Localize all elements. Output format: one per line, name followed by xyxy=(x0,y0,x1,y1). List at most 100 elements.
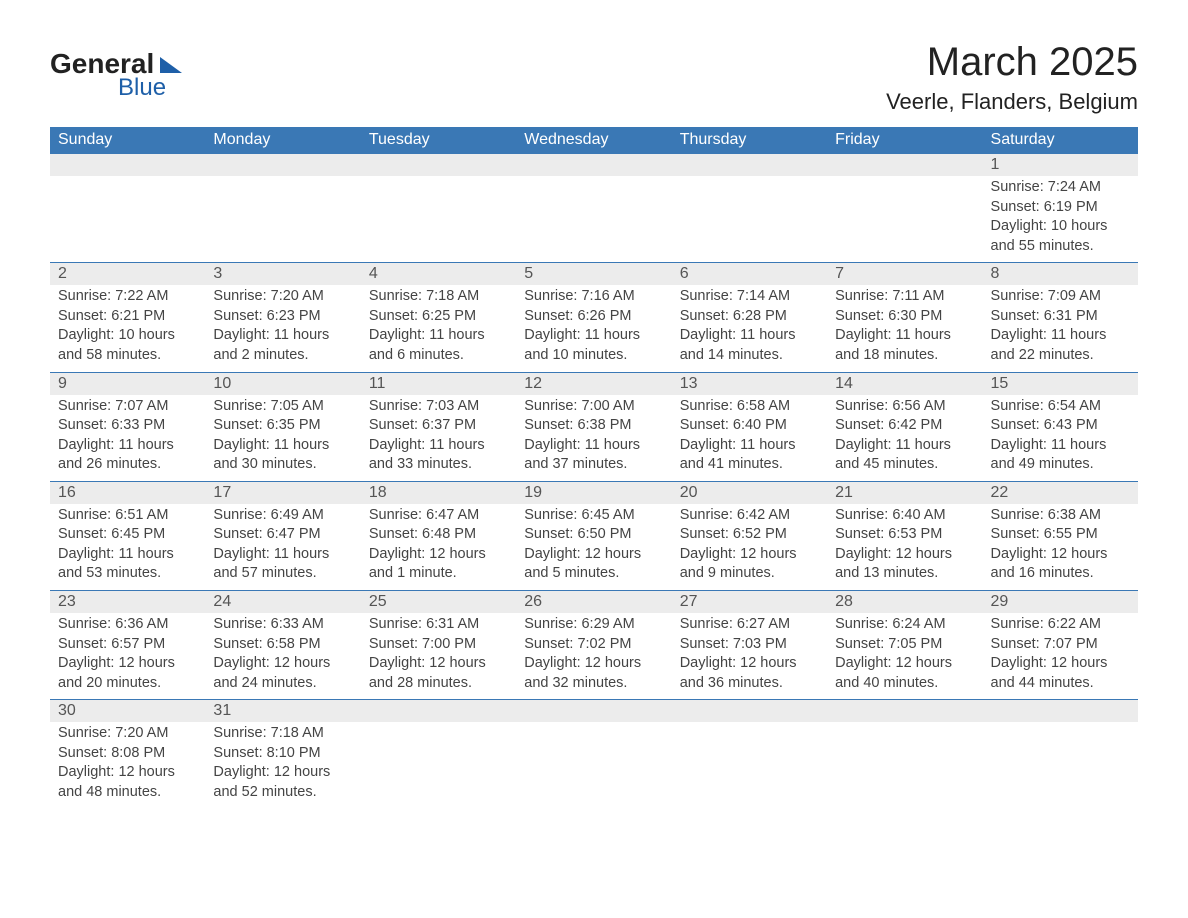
day-number: 27 xyxy=(672,591,827,613)
day-details: Sunrise: 7:00 AMSunset: 6:38 PMDaylight:… xyxy=(516,395,671,481)
day-details: Sunrise: 7:18 AMSunset: 8:10 PMDaylight:… xyxy=(205,722,360,808)
sunset-line: Sunset: 6:57 PM xyxy=(58,635,197,655)
daylight-line: Daylight: 11 hours and 30 minutes. xyxy=(213,436,352,475)
day-number: 8 xyxy=(983,263,1138,285)
daylight-line: Daylight: 12 hours and 32 minutes. xyxy=(524,654,663,693)
calendar-day-cell: 8Sunrise: 7:09 AMSunset: 6:31 PMDaylight… xyxy=(983,263,1138,372)
sunset-line: Sunset: 6:58 PM xyxy=(213,635,352,655)
sunset-line: Sunset: 8:10 PM xyxy=(213,744,352,764)
day-details: Sunrise: 7:07 AMSunset: 6:33 PMDaylight:… xyxy=(50,395,205,481)
sunrise-line: Sunrise: 7:16 AM xyxy=(524,287,663,307)
day-number: 1 xyxy=(983,154,1138,176)
day-details: Sunrise: 6:51 AMSunset: 6:45 PMDaylight:… xyxy=(50,504,205,590)
sunrise-line: Sunrise: 6:27 AM xyxy=(680,615,819,635)
calendar-empty-cell xyxy=(983,700,1138,809)
location-subtitle: Veerle, Flanders, Belgium xyxy=(886,89,1138,115)
sunset-line: Sunset: 6:45 PM xyxy=(58,525,197,545)
calendar-empty-cell xyxy=(361,154,516,263)
sunset-line: Sunset: 6:26 PM xyxy=(524,307,663,327)
sunrise-line: Sunrise: 6:58 AM xyxy=(680,397,819,417)
daylight-line: Daylight: 11 hours and 57 minutes. xyxy=(213,545,352,584)
day-details: Sunrise: 6:22 AMSunset: 7:07 PMDaylight:… xyxy=(983,613,1138,699)
calendar-day-cell: 4Sunrise: 7:18 AMSunset: 6:25 PMDaylight… xyxy=(361,263,516,372)
sunset-line: Sunset: 6:48 PM xyxy=(369,525,508,545)
sunrise-line: Sunrise: 7:05 AM xyxy=(213,397,352,417)
sunrise-line: Sunrise: 6:33 AM xyxy=(213,615,352,635)
day-number: 24 xyxy=(205,591,360,613)
empty-day-bar xyxy=(361,700,516,722)
calendar-day-cell: 25Sunrise: 6:31 AMSunset: 7:00 PMDayligh… xyxy=(361,591,516,700)
empty-day-bar xyxy=(516,700,671,722)
logo: General Blue xyxy=(50,40,182,102)
daylight-line: Daylight: 12 hours and 20 minutes. xyxy=(58,654,197,693)
sunset-line: Sunset: 6:52 PM xyxy=(680,525,819,545)
sunset-line: Sunset: 6:50 PM xyxy=(524,525,663,545)
daylight-line: Daylight: 12 hours and 13 minutes. xyxy=(835,545,974,584)
daylight-line: Daylight: 11 hours and 14 minutes. xyxy=(680,326,819,365)
sunset-line: Sunset: 6:53 PM xyxy=(835,525,974,545)
day-details: Sunrise: 7:20 AMSunset: 6:23 PMDaylight:… xyxy=(205,285,360,371)
calendar-empty-cell xyxy=(50,154,205,263)
calendar-day-cell: 24Sunrise: 6:33 AMSunset: 6:58 PMDayligh… xyxy=(205,591,360,700)
title-block: March 2025 Veerle, Flanders, Belgium xyxy=(886,40,1138,115)
calendar-body: 1Sunrise: 7:24 AMSunset: 6:19 PMDaylight… xyxy=(50,154,1138,809)
day-details: Sunrise: 6:31 AMSunset: 7:00 PMDaylight:… xyxy=(361,613,516,699)
daylight-line: Daylight: 11 hours and 26 minutes. xyxy=(58,436,197,475)
calendar-empty-cell xyxy=(361,700,516,809)
sunrise-line: Sunrise: 6:49 AM xyxy=(213,506,352,526)
daylight-line: Daylight: 11 hours and 6 minutes. xyxy=(369,326,508,365)
calendar-day-cell: 1Sunrise: 7:24 AMSunset: 6:19 PMDaylight… xyxy=(983,154,1138,263)
calendar-week-row: 16Sunrise: 6:51 AMSunset: 6:45 PMDayligh… xyxy=(50,481,1138,590)
weekday-header: Saturday xyxy=(983,127,1138,154)
empty-day-bar xyxy=(50,154,205,176)
sunrise-line: Sunrise: 7:09 AM xyxy=(991,287,1130,307)
day-details: Sunrise: 6:56 AMSunset: 6:42 PMDaylight:… xyxy=(827,395,982,481)
daylight-line: Daylight: 11 hours and 22 minutes. xyxy=(991,326,1130,365)
day-number: 16 xyxy=(50,482,205,504)
daylight-line: Daylight: 10 hours and 55 minutes. xyxy=(991,217,1130,256)
daylight-line: Daylight: 11 hours and 10 minutes. xyxy=(524,326,663,365)
calendar-day-cell: 31Sunrise: 7:18 AMSunset: 8:10 PMDayligh… xyxy=(205,700,360,809)
day-details: Sunrise: 6:42 AMSunset: 6:52 PMDaylight:… xyxy=(672,504,827,590)
empty-day-bar xyxy=(205,154,360,176)
empty-day-bar xyxy=(827,700,982,722)
day-number: 9 xyxy=(50,373,205,395)
day-number: 23 xyxy=(50,591,205,613)
calendar-empty-cell xyxy=(205,154,360,263)
sunrise-line: Sunrise: 6:22 AM xyxy=(991,615,1130,635)
sunrise-line: Sunrise: 7:00 AM xyxy=(524,397,663,417)
empty-day-bar xyxy=(983,700,1138,722)
empty-day-bar xyxy=(672,700,827,722)
calendar-day-cell: 9Sunrise: 7:07 AMSunset: 6:33 PMDaylight… xyxy=(50,372,205,481)
day-details: Sunrise: 6:36 AMSunset: 6:57 PMDaylight:… xyxy=(50,613,205,699)
weekday-header: Wednesday xyxy=(516,127,671,154)
calendar-day-cell: 15Sunrise: 6:54 AMSunset: 6:43 PMDayligh… xyxy=(983,372,1138,481)
day-number: 25 xyxy=(361,591,516,613)
sunset-line: Sunset: 6:47 PM xyxy=(213,525,352,545)
daylight-line: Daylight: 12 hours and 9 minutes. xyxy=(680,545,819,584)
calendar-day-cell: 30Sunrise: 7:20 AMSunset: 8:08 PMDayligh… xyxy=(50,700,205,809)
daylight-line: Daylight: 11 hours and 18 minutes. xyxy=(835,326,974,365)
sunset-line: Sunset: 6:40 PM xyxy=(680,416,819,436)
day-details: Sunrise: 7:16 AMSunset: 6:26 PMDaylight:… xyxy=(516,285,671,371)
empty-day-bar xyxy=(672,154,827,176)
day-number: 14 xyxy=(827,373,982,395)
calendar-day-cell: 26Sunrise: 6:29 AMSunset: 7:02 PMDayligh… xyxy=(516,591,671,700)
daylight-line: Daylight: 12 hours and 28 minutes. xyxy=(369,654,508,693)
calendar-week-row: 2Sunrise: 7:22 AMSunset: 6:21 PMDaylight… xyxy=(50,263,1138,372)
day-details: Sunrise: 6:47 AMSunset: 6:48 PMDaylight:… xyxy=(361,504,516,590)
calendar-day-cell: 27Sunrise: 6:27 AMSunset: 7:03 PMDayligh… xyxy=(672,591,827,700)
calendar-day-cell: 29Sunrise: 6:22 AMSunset: 7:07 PMDayligh… xyxy=(983,591,1138,700)
calendar-day-cell: 14Sunrise: 6:56 AMSunset: 6:42 PMDayligh… xyxy=(827,372,982,481)
calendar-day-cell: 12Sunrise: 7:00 AMSunset: 6:38 PMDayligh… xyxy=(516,372,671,481)
daylight-line: Daylight: 11 hours and 49 minutes. xyxy=(991,436,1130,475)
day-details: Sunrise: 6:58 AMSunset: 6:40 PMDaylight:… xyxy=(672,395,827,481)
page-header: General Blue March 2025 Veerle, Flanders… xyxy=(50,40,1138,115)
day-number: 15 xyxy=(983,373,1138,395)
sunset-line: Sunset: 6:37 PM xyxy=(369,416,508,436)
sunrise-line: Sunrise: 7:03 AM xyxy=(369,397,508,417)
daylight-line: Daylight: 12 hours and 16 minutes. xyxy=(991,545,1130,584)
sunset-line: Sunset: 7:00 PM xyxy=(369,635,508,655)
weekday-header: Thursday xyxy=(672,127,827,154)
sunrise-line: Sunrise: 6:45 AM xyxy=(524,506,663,526)
